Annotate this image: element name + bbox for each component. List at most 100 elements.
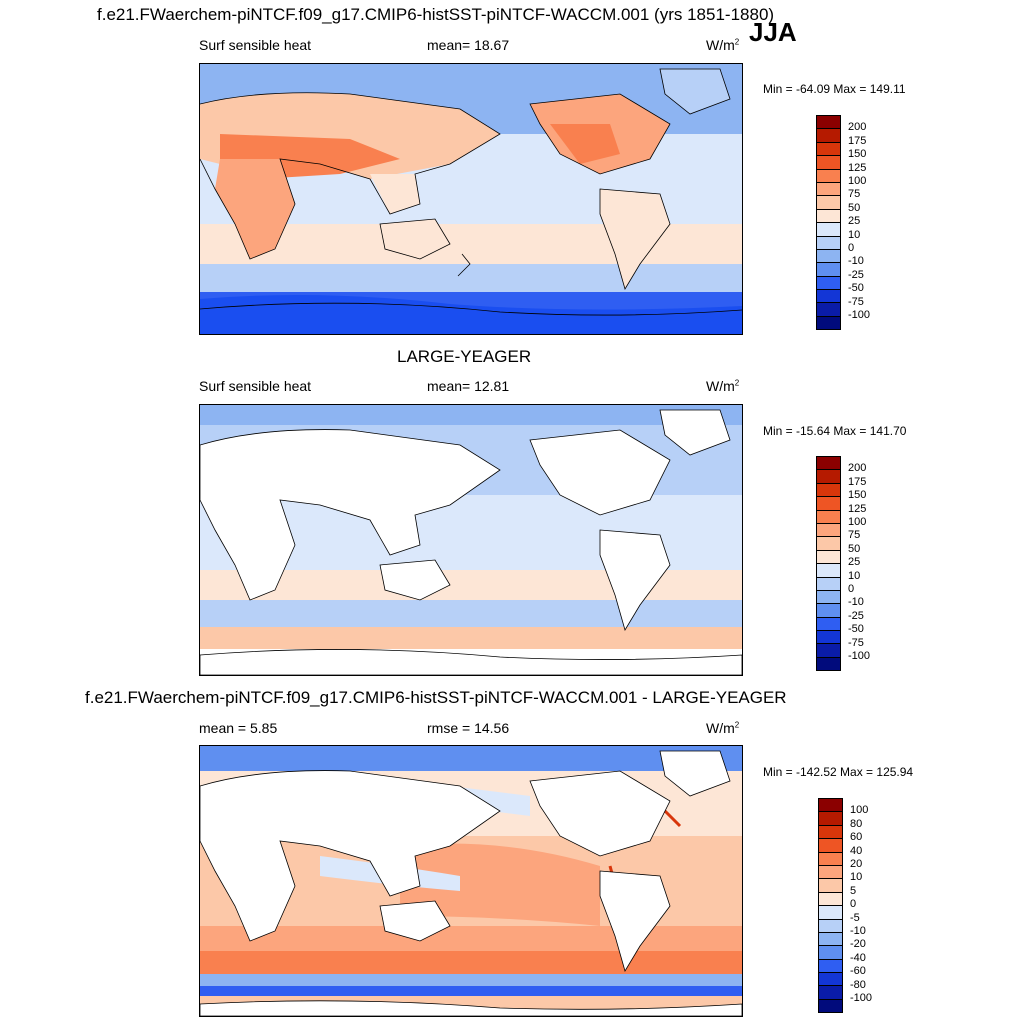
colorbar-label: 25	[848, 215, 861, 228]
colorbar-cell	[817, 262, 840, 276]
colorbar-cell	[819, 985, 842, 999]
panel3-title: f.e21.FWaerchem-piNTCF.f09_g17.CMIP6-his…	[85, 688, 787, 707]
colorbar-cell	[817, 616, 840, 631]
colorbar-cell	[817, 603, 840, 617]
colorbar-label: 150	[848, 148, 867, 161]
colorbar-cell	[819, 851, 842, 865]
colorbar-cell	[819, 891, 842, 906]
colorbar-cell	[819, 811, 842, 825]
panel1-units: W/m2	[706, 37, 740, 53]
colorbar-cell	[817, 235, 840, 249]
colorbar-label: 100	[850, 804, 869, 817]
colorbar-label: 0	[848, 242, 855, 254]
colorbar-cell	[817, 141, 840, 156]
colorbar-label: 75	[848, 188, 861, 201]
colorbar-label: -10	[848, 596, 864, 609]
panel1-minmax: Min = -64.09 Max = 149.11	[763, 82, 906, 96]
colorbar-cell	[819, 905, 842, 919]
colorbar-cell	[817, 509, 840, 523]
colorbar-label: 125	[848, 161, 867, 174]
colorbar-cell	[817, 128, 840, 142]
colorbar-cell	[819, 945, 842, 959]
colorbar-label: -50	[848, 623, 864, 636]
panel1-left-label: Surf sensible heat	[199, 37, 312, 53]
panel1-center-label: mean= 18.67	[427, 37, 510, 53]
colorbar-cell	[817, 222, 840, 236]
colorbar-label: -40	[850, 951, 866, 964]
colorbar-cell	[817, 536, 840, 550]
colorbar-label: 10	[848, 228, 861, 241]
colorbar-cell	[817, 469, 840, 483]
colorbar-label: -50	[848, 282, 864, 295]
colorbar-label: 175	[848, 134, 867, 147]
colorbar-cell	[817, 168, 840, 182]
colorbar-cell	[817, 563, 840, 577]
panel3-colorbar: 100 80 60 40 20 10 5 0 -5 -10 -20 -40 -60 -80 -100	[818, 798, 872, 1014]
panel3-left-label: mean = 5.85	[199, 720, 278, 736]
colorbar-label: -25	[848, 609, 864, 622]
colorbar-label: 0	[848, 583, 855, 595]
colorbar-label: 50	[848, 542, 861, 555]
colorbar-cell	[817, 155, 840, 169]
colorbar-cell	[817, 181, 840, 196]
colorbar-label: -25	[848, 268, 864, 281]
panel1-title: f.e21.FWaerchem-piNTCF.f09_g17.CMIP6-his…	[97, 5, 775, 24]
colorbar-cell	[819, 918, 842, 932]
colorbar-cell	[817, 115, 840, 129]
colorbar-cell	[819, 998, 842, 1013]
colorbar-cell	[817, 195, 840, 209]
colorbar-label: 100	[848, 175, 867, 187]
colorbar-cell	[819, 972, 842, 986]
colorbar-label: 100	[848, 516, 867, 528]
colorbar-cell	[817, 275, 840, 290]
colorbar-label: -100	[848, 309, 871, 321]
colorbar-label: 150	[848, 489, 867, 502]
panel2-colorbar: 200 175 150 125 100 75 50 25 10 0 -10 -25 -50 -75 -100	[816, 456, 870, 672]
colorbar-cell	[817, 643, 840, 657]
colorbar-cell	[819, 838, 842, 852]
colorbar-label: -20	[850, 938, 866, 951]
colorbar-cell	[817, 589, 840, 604]
colorbar-cell	[817, 302, 840, 316]
panel2-title: LARGE-YEAGER	[397, 347, 532, 366]
colorbar-label: 40	[850, 844, 863, 857]
colorbar-cell	[817, 576, 840, 590]
panel3-minmax: Min = -142.52 Max = 125.94	[763, 765, 914, 779]
panel3-map	[199, 745, 743, 1017]
panel3-center-label: rmse = 14.56	[427, 720, 510, 736]
colorbar-label: 10	[848, 569, 861, 582]
panel1-map	[199, 63, 743, 335]
colorbar-label: -60	[850, 965, 866, 978]
colorbar-label: -10	[850, 925, 866, 937]
colorbar-cell	[817, 289, 840, 303]
colorbar-label: 125	[848, 502, 867, 515]
colorbar-label: 200	[848, 121, 867, 134]
colorbar-label: 60	[850, 831, 863, 844]
colorbar-cell	[817, 208, 840, 223]
colorbar-label: -100	[848, 650, 871, 662]
colorbar-label: -75	[848, 295, 864, 308]
colorbar-cell	[819, 864, 842, 879]
panel2-map	[199, 404, 743, 676]
colorbar-label: -100	[850, 992, 873, 1004]
colorbar-label: 10	[850, 871, 863, 884]
colorbar-label: 80	[850, 817, 863, 830]
panel1-colorbar: 200 175 150 125 100 75 50 25 10 0 -10 -25 -50 -75 -100	[816, 115, 870, 331]
colorbar-label: 175	[848, 475, 867, 488]
panel2-units: W/m2	[706, 378, 740, 394]
colorbar-label: 5	[850, 884, 857, 897]
colorbar-cell	[817, 630, 840, 644]
colorbar-label: 75	[848, 529, 861, 542]
colorbar-label: -80	[850, 978, 866, 991]
colorbar-label: 25	[848, 556, 861, 569]
colorbar-cell	[817, 656, 840, 671]
colorbar-cell	[819, 798, 842, 812]
colorbar-cell	[817, 248, 840, 263]
panel2-left-label: Surf sensible heat	[199, 378, 312, 394]
colorbar-cell	[819, 958, 842, 973]
colorbar-cell	[817, 522, 840, 537]
colorbar-cell	[817, 549, 840, 564]
colorbar-cell	[817, 482, 840, 497]
colorbar-label: 0	[850, 898, 857, 911]
panel2-minmax: Min = -15.64 Max = 141.70	[763, 424, 907, 438]
